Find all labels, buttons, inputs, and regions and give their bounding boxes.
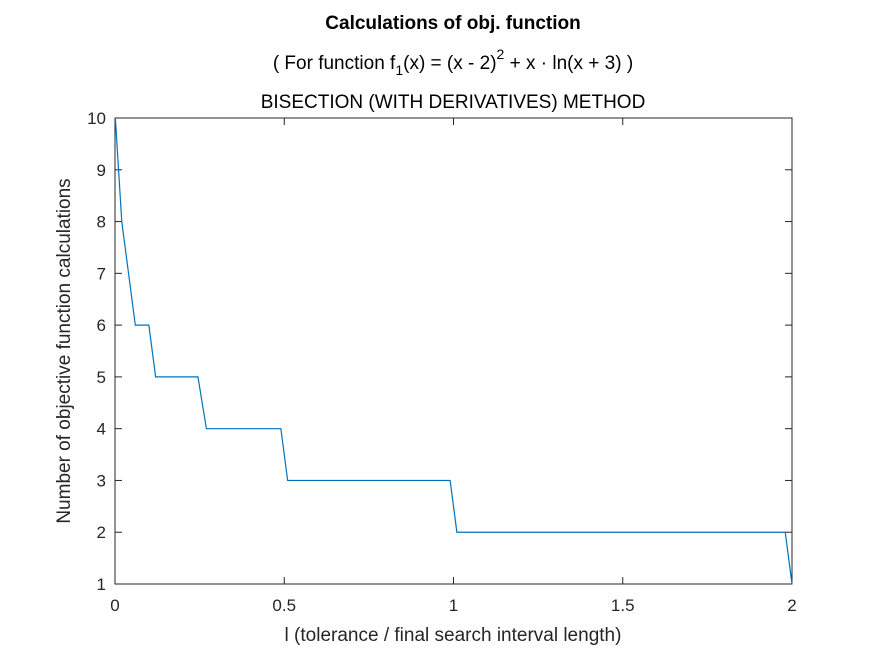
x-tick-label: 0: [110, 596, 119, 615]
x-tick-label: 0.5: [272, 596, 296, 615]
subtitle-superscript: 2: [497, 46, 505, 62]
x-tick-label: 1: [449, 596, 458, 615]
y-tick-label: 8: [97, 213, 106, 232]
subtitle-subscript: 1: [395, 62, 403, 78]
chart-title: Calculations of obj. function: [325, 13, 580, 34]
plot-axes: [114, 117, 793, 585]
x-tick-label: 1.5: [611, 596, 635, 615]
x-tick-label: 2: [787, 596, 796, 615]
y-axis-label: Number of objective function calculation…: [54, 178, 75, 523]
y-tick-label: 3: [97, 471, 106, 490]
y-tick-label: 2: [97, 523, 106, 542]
chart-method-title: BISECTION (WITH DERIVATIVES) METHOD: [261, 92, 646, 113]
subtitle-middle: (x) = (x - 2): [403, 53, 496, 74]
series-line: [114, 117, 793, 585]
y-tick-label: 9: [97, 161, 106, 180]
y-tick-label: 1: [97, 575, 106, 594]
y-tick-label: 7: [97, 264, 106, 283]
y-tick-label: 10: [87, 109, 106, 128]
y-tick-label: 6: [97, 316, 106, 335]
y-tick-label: 4: [97, 420, 106, 439]
x-axis-label: l (tolerance / final search interval len…: [285, 625, 622, 646]
axis-tick-labels: 0 0.5 1 1.5 2 1 2 3 4 5 6 7 8 9 10: [87, 109, 797, 615]
axis-ticks: [114, 117, 793, 585]
subtitle-prefix: ( For function f: [273, 53, 396, 74]
y-tick-label: 5: [97, 368, 106, 387]
plot-area: [114, 117, 793, 585]
chart-subtitle: ( For function f1(x) = (x - 2)2 + x · ln…: [273, 46, 633, 78]
subtitle-suffix: + x · ln(x + 3) ): [504, 53, 633, 74]
